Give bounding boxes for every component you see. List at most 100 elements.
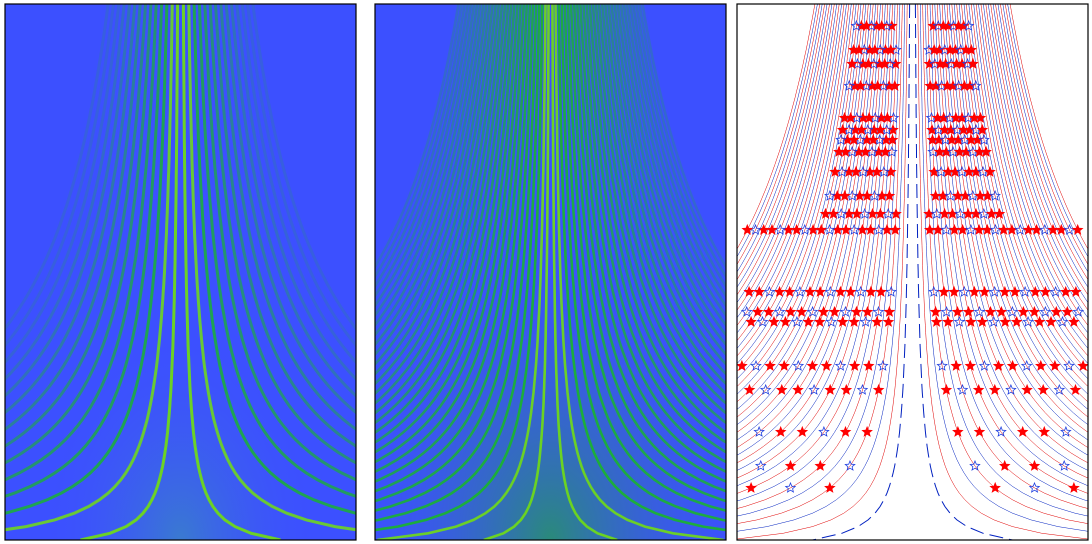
star-marker (1063, 359, 1075, 371)
star-marker (778, 359, 791, 371)
spectral-curve (224, 4, 356, 415)
contour-line (961, 4, 1088, 403)
star-marker (756, 315, 769, 327)
spectral-curve (483, 4, 550, 540)
star-marker (973, 425, 986, 437)
star-marker (940, 383, 953, 395)
spectral-curve (579, 4, 726, 464)
spectral-curve (181, 4, 281, 540)
star-marker (848, 43, 860, 55)
spectral-curve (375, 4, 513, 435)
spectral-curve (240, 4, 356, 365)
spectral-curve (628, 4, 726, 308)
star-marker (989, 189, 1001, 201)
contour-line (737, 4, 886, 471)
star-marker (1061, 305, 1074, 317)
spectral-curve (576, 4, 726, 474)
contour-line (990, 4, 1088, 311)
star-marker (962, 305, 975, 317)
star-marker (988, 383, 1001, 395)
spectral-curve (641, 4, 726, 270)
star-marker (1006, 359, 1019, 371)
star-marker (824, 189, 836, 201)
contour-line (929, 4, 1088, 502)
star-marker (1072, 305, 1085, 317)
spectral-curve (375, 4, 522, 464)
star-marker (984, 165, 996, 177)
star-marker (745, 315, 757, 327)
spectral-curve (551, 4, 618, 540)
star-marker (1068, 315, 1080, 327)
spectral-curve (192, 4, 356, 515)
star-marker (1021, 383, 1033, 395)
spectral-curve (375, 4, 541, 522)
star-marker (862, 359, 875, 371)
star-marker (753, 285, 765, 297)
contour-line (737, 4, 835, 311)
star-marker (825, 315, 838, 327)
star-marker (750, 359, 762, 371)
contour-line (978, 4, 1088, 349)
spectral-curve (625, 4, 726, 318)
spectral-curve (588, 4, 726, 435)
star-marker (928, 285, 940, 297)
spectral-curve (554, 4, 724, 540)
spectral-curve (230, 4, 356, 398)
star-marker (745, 481, 757, 493)
star-marker (839, 305, 852, 317)
contour-line (966, 4, 1088, 387)
star-marker (773, 285, 786, 297)
spectral-curve (219, 4, 356, 432)
spectral-curve (569, 4, 726, 493)
star-marker (1060, 285, 1072, 297)
contour-line (951, 4, 1088, 433)
spectral-curve (375, 4, 516, 444)
spectral-curve (375, 4, 525, 474)
star-marker (763, 285, 776, 297)
star-marker (792, 383, 804, 395)
spectral-curve (5, 4, 137, 415)
spectral-curve (375, 4, 519, 454)
spectral-curve (208, 4, 356, 465)
star-marker (813, 315, 826, 327)
star-marker (950, 359, 963, 371)
contour-line (949, 4, 1088, 441)
contour-line (737, 4, 862, 395)
contour-line (1009, 4, 1088, 250)
star-marker (988, 285, 1001, 297)
spectral-curve (187, 4, 356, 532)
star-marker (753, 425, 765, 437)
star-marker (1016, 425, 1029, 437)
contour-line (737, 4, 888, 479)
star-marker (976, 123, 989, 135)
spectral-curve (214, 4, 356, 448)
contour-line (914, 4, 1013, 540)
spectral-curve (600, 4, 726, 396)
spectral-curve (197, 4, 356, 498)
star-marker (814, 285, 826, 297)
contour-line (737, 4, 850, 357)
star-marker (824, 383, 837, 395)
contour-line (737, 4, 908, 540)
star-marker (980, 145, 992, 157)
spectral-curve (375, 4, 497, 386)
star-marker (976, 315, 989, 327)
star-marker (1020, 359, 1033, 371)
star-marker (995, 305, 1008, 317)
star-marker (958, 285, 971, 297)
contour-line (983, 4, 1088, 334)
star-marker (969, 459, 981, 471)
spectral-curve (5, 4, 110, 331)
spectral-curve (591, 4, 726, 425)
star-marker (962, 19, 975, 31)
star-marker (965, 43, 977, 55)
spectral-curve (375, 4, 501, 396)
star-marker (824, 285, 837, 297)
star-marker (819, 207, 832, 219)
contour-line (737, 4, 867, 410)
star-marker (978, 133, 990, 145)
star-marker (806, 305, 819, 317)
star-marker (1009, 285, 1021, 297)
star-marker (834, 359, 847, 371)
